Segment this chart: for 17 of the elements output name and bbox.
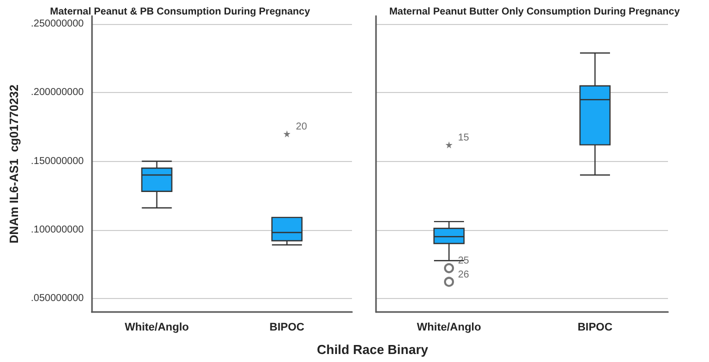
annotation: 26 — [458, 269, 470, 280]
y-tick-label: .150000000 — [30, 156, 84, 167]
y-axis-title: DNAm IL6-AS1 cg01770232 — [7, 84, 21, 244]
x-tick-label: White/Anglo — [416, 322, 482, 334]
x-tick-label: BIPOC — [270, 322, 304, 334]
y-tick-label: .250000000 — [30, 18, 84, 30]
annotation: 20 — [296, 121, 308, 132]
y-tick-label: .100000000 — [30, 224, 84, 236]
y-tick-label: .200000000 — [30, 87, 84, 98]
chart-title: Maternal Peanut & PB Consumption During Pregnancy — [50, 6, 310, 18]
y-tick-label: .050000000 — [30, 292, 84, 304]
x-tick-label: BIPOC — [578, 322, 612, 334]
x-axis-title: Child Race Binary — [316, 342, 430, 357]
annotation: 25 — [458, 256, 470, 267]
x-tick-label: White/Anglo — [124, 322, 190, 334]
chart-title: Maternal Peanut Butter Only Consumption During Pregnancy — [389, 6, 680, 18]
annotation: 15 — [458, 132, 470, 144]
